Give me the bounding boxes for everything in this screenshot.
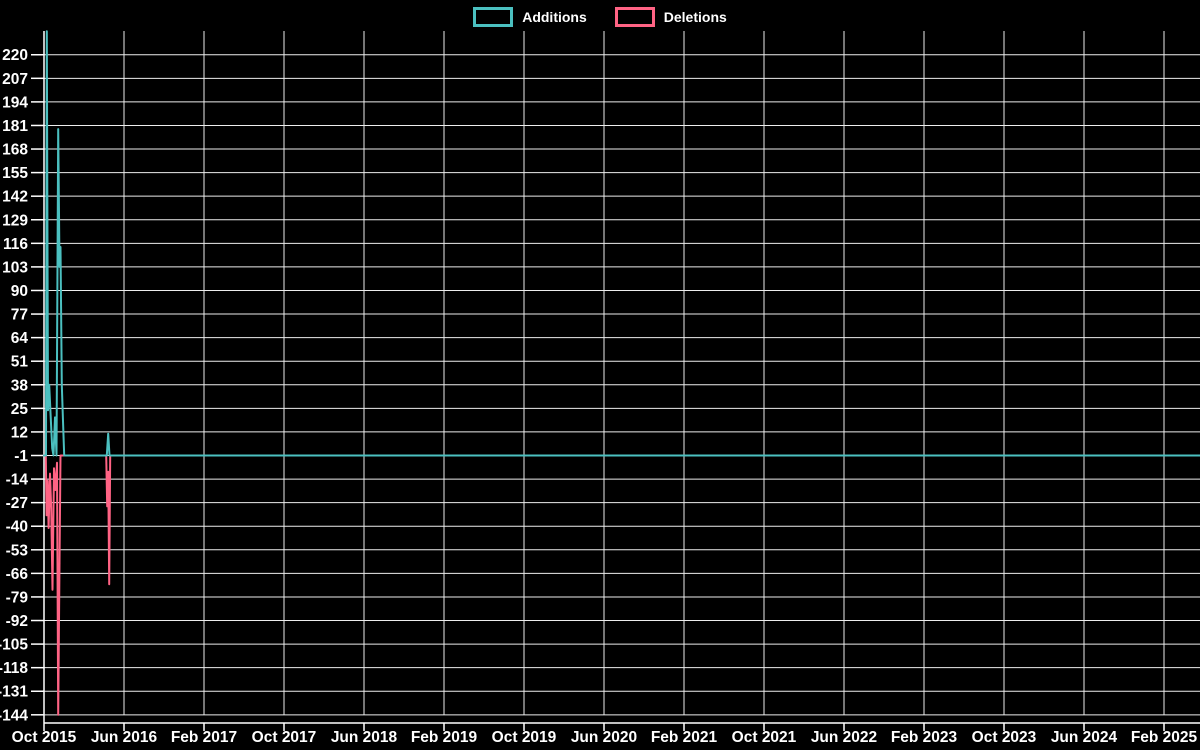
x-tick-label: Jun 2018 [331, 729, 398, 746]
y-tick-label: -14 [6, 472, 29, 489]
legend-label-deletions: Deletions [663, 9, 727, 25]
x-tick-label: Jun 2016 [91, 729, 158, 746]
y-tick-label: -131 [0, 684, 28, 701]
x-tick-label: Feb 2019 [411, 729, 478, 746]
deletions-line [43, 454, 1200, 716]
y-tick-label: -27 [6, 495, 28, 512]
y-tick-label: 51 [11, 354, 29, 371]
legend-label-additions: Additions [522, 9, 587, 25]
x-tick-label: Feb 2023 [891, 729, 958, 746]
y-tick-label: -105 [0, 637, 28, 654]
y-tick-label: 168 [2, 142, 28, 159]
additions-line [43, 30, 1200, 457]
y-tick-label: 220 [2, 47, 28, 64]
x-tick-label: Feb 2025 [1131, 729, 1198, 746]
x-tick-label: Jun 2020 [571, 729, 637, 746]
x-tick-label: Oct 2019 [492, 729, 557, 746]
x-tick-label: Jun 2022 [811, 729, 877, 746]
y-tick-label: 64 [11, 330, 29, 347]
x-tick-label: Jun 2024 [1051, 729, 1118, 746]
x-tick-label: Oct 2023 [972, 729, 1037, 746]
chart-legend: Additions Deletions [0, 7, 1200, 27]
y-tick-label: 116 [3, 236, 28, 253]
y-tick-label: -118 [0, 660, 28, 677]
x-tick-label: Feb 2021 [651, 729, 718, 746]
y-tick-label: -1 [14, 448, 28, 465]
y-tick-label: -66 [6, 566, 29, 583]
y-tick-label: 207 [2, 71, 28, 88]
y-tick-label: 38 [11, 377, 29, 394]
additions-swatch-icon [473, 7, 514, 27]
y-tick-label: -53 [6, 542, 29, 559]
y-tick-label: 129 [2, 212, 28, 229]
y-tick-label: -79 [6, 589, 29, 606]
y-tick-label: -40 [6, 519, 28, 536]
y-tick-label: 90 [11, 283, 28, 300]
y-tick-label: -92 [6, 613, 28, 630]
y-tick-label: 103 [2, 259, 28, 276]
y-tick-label: 194 [2, 94, 28, 111]
x-tick-label: Oct 2021 [732, 729, 797, 746]
y-tick-label: 12 [11, 424, 28, 441]
x-tick-label: Oct 2015 [12, 729, 77, 746]
y-tick-label: 155 [2, 165, 28, 182]
x-tick-label: Feb 2017 [171, 729, 237, 746]
y-tick-label: 77 [11, 307, 28, 324]
y-tick-label: -144 [0, 707, 28, 724]
y-tick-label: 142 [2, 189, 28, 206]
x-tick-label: Oct 2017 [252, 729, 317, 746]
y-tick-label: 25 [11, 401, 29, 418]
legend-item-deletions[interactable]: Deletions [614, 7, 727, 27]
y-tick-label: 181 [2, 118, 28, 135]
deletions-swatch-icon [614, 7, 655, 27]
legend-item-additions[interactable]: Additions [473, 7, 587, 27]
